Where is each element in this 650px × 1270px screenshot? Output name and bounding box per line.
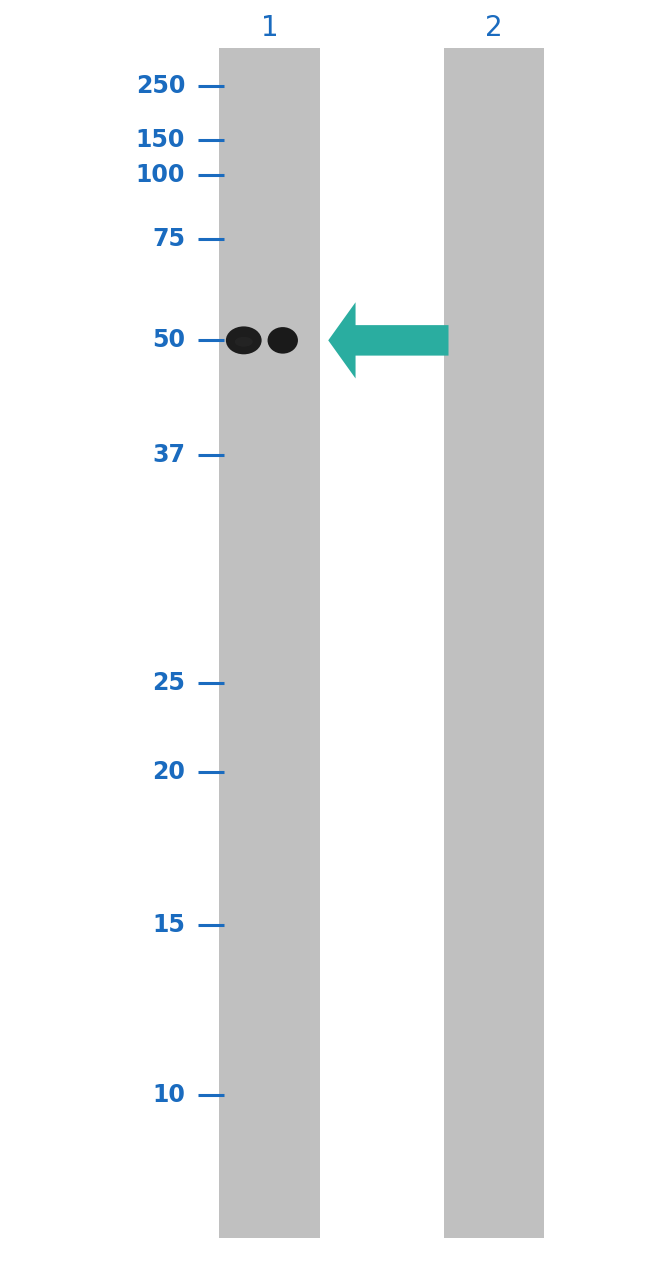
FancyArrow shape [328, 302, 448, 378]
Ellipse shape [226, 326, 261, 354]
Text: 10: 10 [152, 1083, 185, 1106]
Text: 25: 25 [152, 672, 185, 695]
Bar [443, 48, 545, 1238]
Text: 100: 100 [136, 164, 185, 187]
Text: 15: 15 [152, 913, 185, 936]
Ellipse shape [268, 328, 298, 353]
Text: 37: 37 [152, 443, 185, 466]
Text: 2: 2 [485, 14, 503, 42]
Text: 1: 1 [261, 14, 279, 42]
Text: 50: 50 [152, 329, 185, 352]
Text: 150: 150 [136, 128, 185, 151]
Text: 20: 20 [152, 761, 185, 784]
Bar [219, 48, 320, 1238]
Ellipse shape [235, 337, 253, 347]
Text: 75: 75 [152, 227, 185, 250]
Text: 250: 250 [136, 75, 185, 98]
